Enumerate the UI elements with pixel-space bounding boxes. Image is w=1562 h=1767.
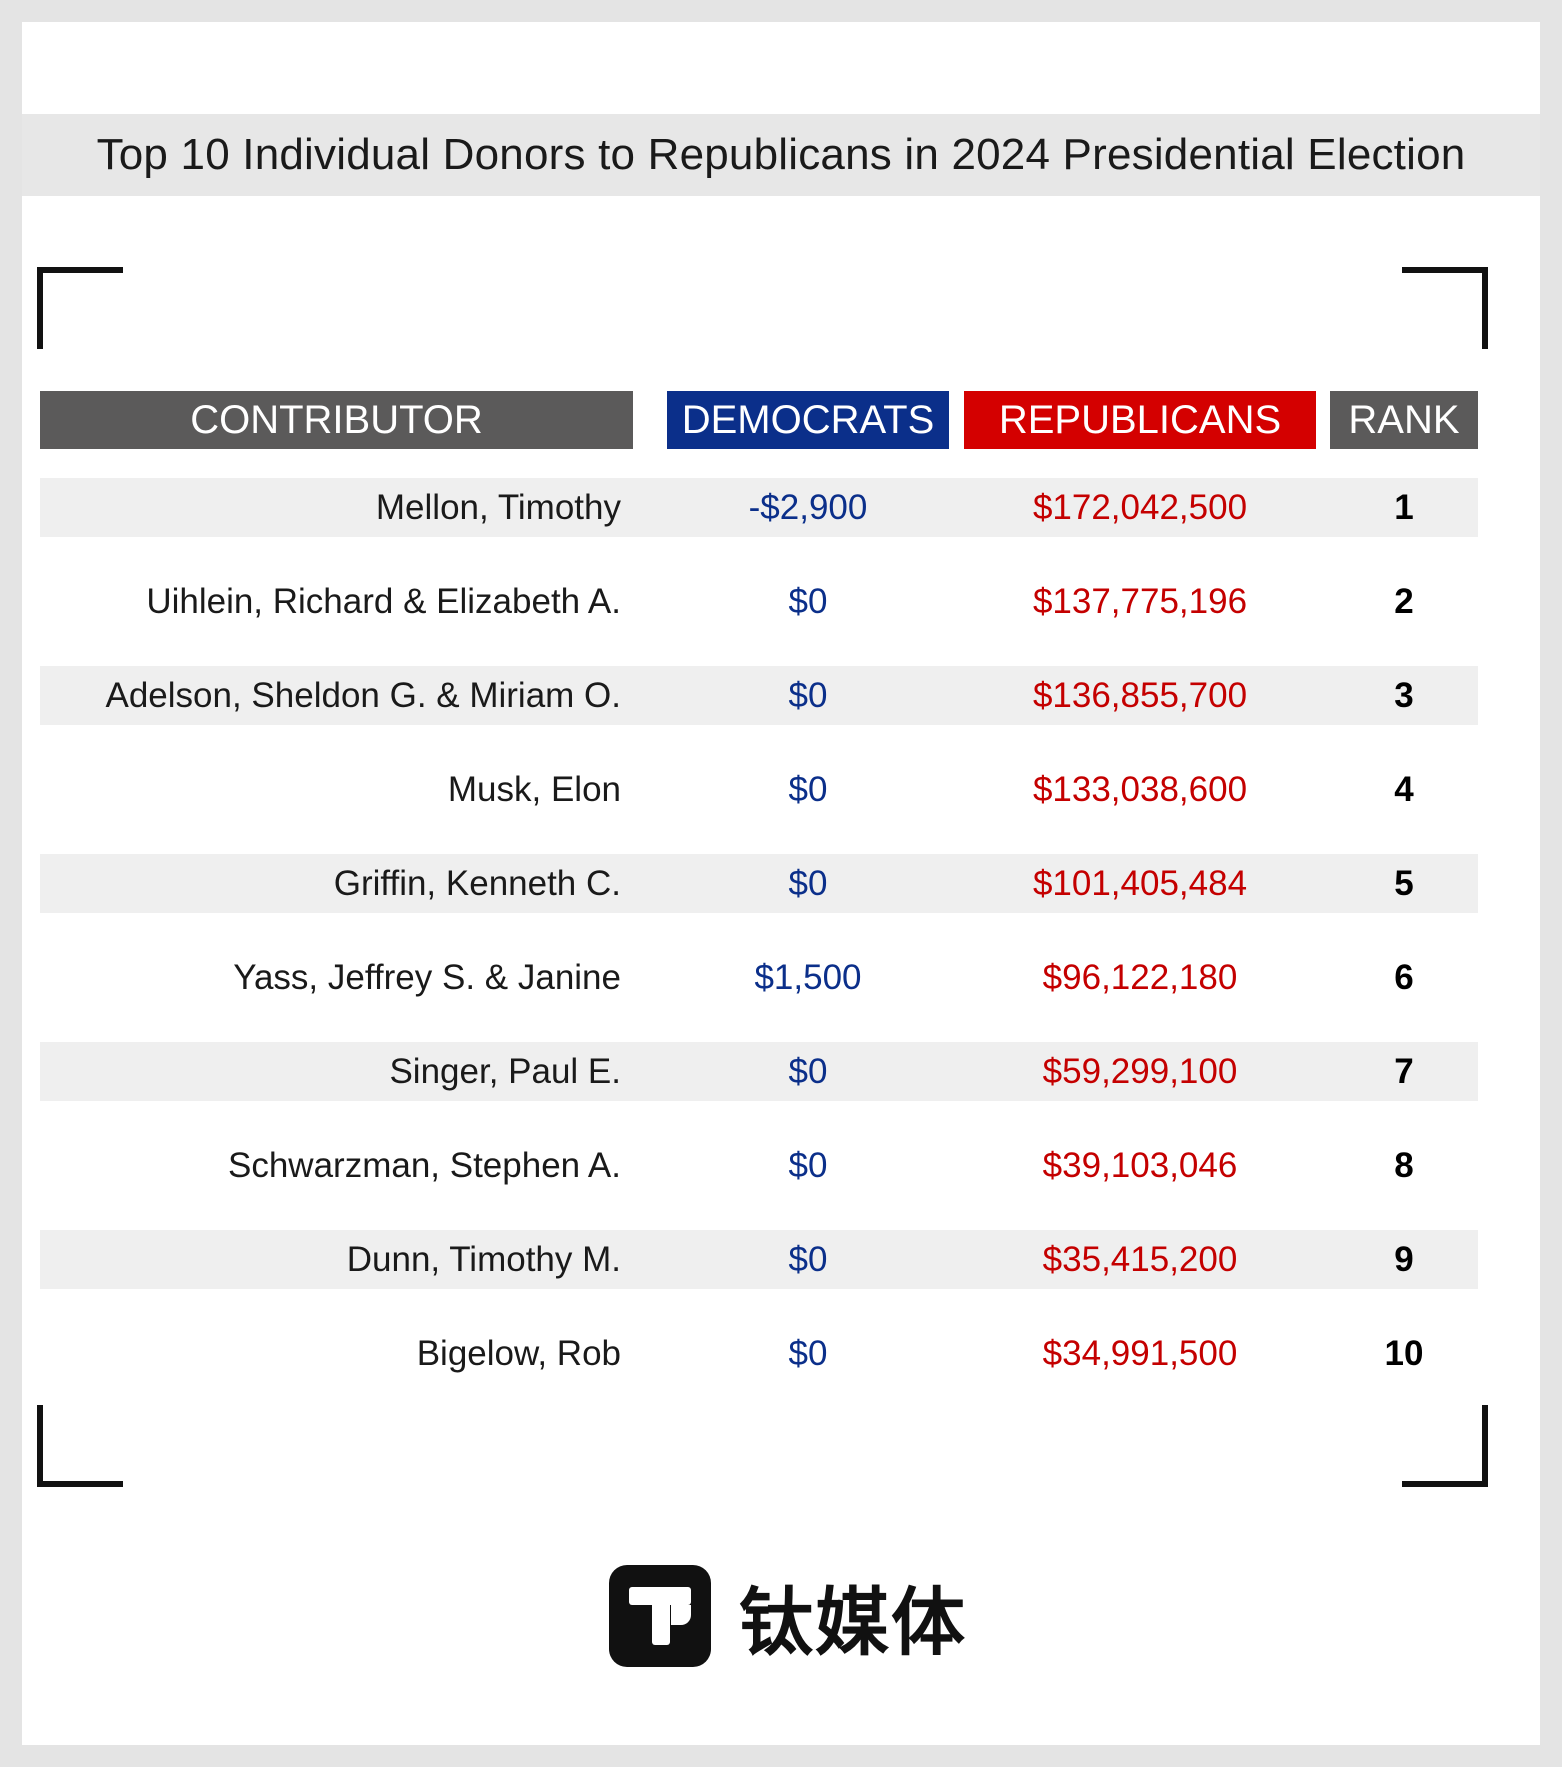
corner-bracket-bottom-right xyxy=(1402,1405,1488,1487)
contributor-cell: Uihlein, Richard & Elizabeth A. xyxy=(146,581,621,621)
republicans-cell: $101,405,484 xyxy=(1032,863,1248,903)
rank-cell: 8 xyxy=(1394,1145,1414,1185)
rank-cell: 10 xyxy=(1384,1333,1424,1373)
republicans-cell: $133,038,600 xyxy=(1032,769,1248,809)
democrats-cell: $0 xyxy=(788,863,828,903)
page-title: Top 10 Individual Donors to Republicans … xyxy=(96,130,1466,179)
democrats-cell: $0 xyxy=(788,769,828,809)
contributor-cell: Adelson, Sheldon G. & Miriam O. xyxy=(105,675,622,715)
democrats-cell: $0 xyxy=(788,675,828,715)
democrats-cell: $0 xyxy=(788,581,828,621)
republicans-cell: $136,855,700 xyxy=(1032,675,1248,715)
democrats-cell: $0 xyxy=(788,1051,828,1091)
donor-table: Mellon, Timothy -$2,900 $172,042,500 1 U… xyxy=(40,478,1478,1418)
republicans-cell: $34,991,500 xyxy=(1042,1333,1238,1373)
rank-cell: 3 xyxy=(1394,675,1414,715)
contributor-cell: Schwarzman, Stephen A. xyxy=(228,1145,621,1185)
header-republicans: REPUBLICANS xyxy=(964,391,1316,449)
contributor-cell: Singer, Paul E. xyxy=(389,1051,621,1091)
rank-cell: 2 xyxy=(1394,581,1414,621)
table-row: Dunn, Timothy M. $0 $35,415,200 9 xyxy=(40,1230,1478,1324)
header-democrats: DEMOCRATS xyxy=(667,391,949,449)
contributor-cell: Mellon, Timothy xyxy=(375,487,621,527)
corner-bracket-top-left xyxy=(37,267,123,349)
republicans-cell: $35,415,200 xyxy=(1042,1239,1238,1279)
rank-cell: 5 xyxy=(1394,863,1414,903)
t-logo-icon xyxy=(609,1565,711,1667)
contributor-cell: Musk, Elon xyxy=(447,769,621,809)
contributor-cell: Yass, Jeffrey S. & Janine xyxy=(233,957,621,997)
header-contributor: CONTRIBUTOR xyxy=(40,391,633,449)
header-rank: RANK xyxy=(1330,391,1478,449)
democrats-cell: $0 xyxy=(788,1333,828,1373)
contributor-cell: Dunn, Timothy M. xyxy=(346,1239,621,1279)
table-row: Griffin, Kenneth C. $0 $101,405,484 5 xyxy=(40,854,1478,948)
brand-logo: 钛媒体 xyxy=(609,1565,967,1667)
table-row: Uihlein, Richard & Elizabeth A. $0 $137,… xyxy=(40,572,1478,666)
title-band: Top 10 Individual Donors to Republicans … xyxy=(22,114,1540,196)
table-row: Yass, Jeffrey S. & Janine $1,500 $96,122… xyxy=(40,948,1478,1042)
republicans-cell: $39,103,046 xyxy=(1042,1145,1238,1185)
republicans-cell: $137,775,196 xyxy=(1032,581,1248,621)
table-row: Singer, Paul E. $0 $59,299,100 7 xyxy=(40,1042,1478,1136)
corner-bracket-top-right xyxy=(1402,267,1488,349)
rank-cell: 9 xyxy=(1394,1239,1414,1279)
rank-cell: 7 xyxy=(1394,1051,1414,1091)
contributor-cell: Bigelow, Rob xyxy=(416,1333,621,1373)
democrats-cell: $0 xyxy=(788,1145,828,1185)
table-row: Bigelow, Rob $0 $34,991,500 10 xyxy=(40,1324,1478,1418)
corner-bracket-bottom-left xyxy=(37,1405,123,1487)
contributor-cell: Griffin, Kenneth C. xyxy=(333,863,621,903)
table-row: Adelson, Sheldon G. & Miriam O. $0 $136,… xyxy=(40,666,1478,760)
rank-cell: 1 xyxy=(1394,487,1414,527)
republicans-cell: $172,042,500 xyxy=(1032,487,1248,527)
rank-cell: 6 xyxy=(1394,957,1414,997)
republicans-cell: $59,299,100 xyxy=(1042,1051,1238,1091)
democrats-cell: $1,500 xyxy=(754,957,862,997)
table-row: Mellon, Timothy -$2,900 $172,042,500 1 xyxy=(40,478,1478,572)
democrats-cell: $0 xyxy=(788,1239,828,1279)
brand-name: 钛媒体 xyxy=(739,1579,967,1666)
table-row: Schwarzman, Stephen A. $0 $39,103,046 8 xyxy=(40,1136,1478,1230)
democrats-cell: -$2,900 xyxy=(748,487,868,527)
republicans-cell: $96,122,180 xyxy=(1042,957,1238,997)
rank-cell: 4 xyxy=(1394,769,1414,809)
table-row: Musk, Elon $0 $133,038,600 4 xyxy=(40,760,1478,854)
